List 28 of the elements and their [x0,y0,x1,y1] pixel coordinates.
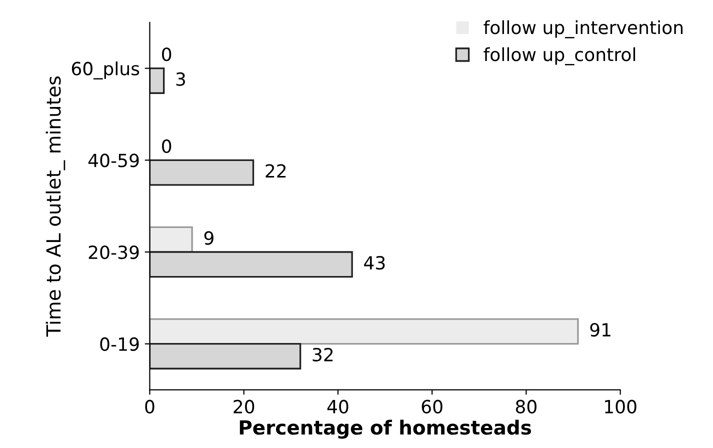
x-axis-title: Percentage of homesteads [240,420,531,439]
data-label: 32 [312,348,333,362]
data-label: 91 [590,323,610,337]
data-label: 0 [162,48,172,62]
data-label: 22 [266,164,286,178]
y-tick-label: 60_plus [72,61,140,80]
bar [150,67,165,94]
data-label: 0 [162,139,172,153]
x-tick-label: 0 [145,400,154,414]
y-tick-label: 20-39 [88,245,139,260]
y-axis-title: Time to AL outlet_ minutes [46,76,66,337]
data-label: 3 [176,72,185,86]
data-label: 43 [364,256,385,270]
x-tick-label: 60 [422,400,442,414]
bar [150,159,254,186]
legend-label: follow up_intervention [484,20,683,38]
legend-label: follow up_control [484,47,636,66]
bar [150,226,193,253]
y-tick-label: 40-59 [88,154,139,168]
data-label: 9 [204,231,214,245]
bar [150,343,302,370]
bar [150,251,353,278]
x-tick-label: 20 [234,400,254,414]
bar [150,318,579,345]
x-tick-label: 40 [327,400,348,414]
x-tick-label: 80 [516,400,536,414]
y-tick-label: 0-19 [100,337,139,351]
x-tick-label: 100 [605,400,636,414]
